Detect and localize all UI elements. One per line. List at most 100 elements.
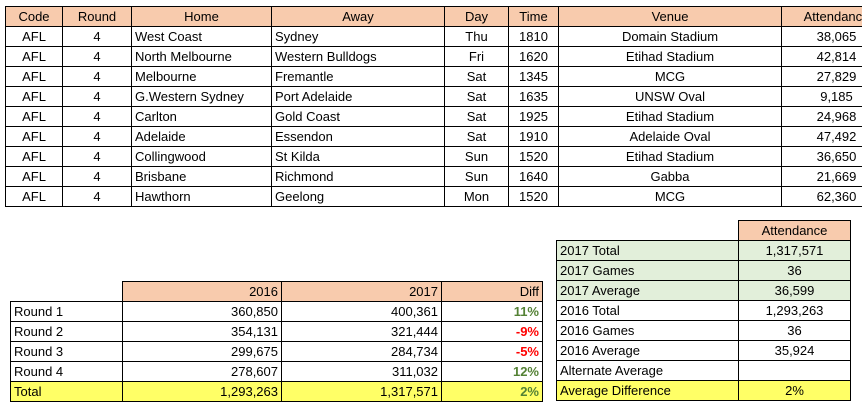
round-2016[interactable]: 354,131 xyxy=(122,321,282,342)
round-label[interactable]: Round 3 xyxy=(10,341,123,362)
round-diff[interactable]: -9% xyxy=(441,321,543,342)
cell-code[interactable]: AFL xyxy=(5,126,63,147)
cell-home[interactable]: Melbourne xyxy=(131,66,272,87)
summary-value[interactable]: 36,599 xyxy=(738,280,851,301)
cell-venue[interactable]: MCG xyxy=(558,186,782,207)
cell-venue[interactable]: Etihad Stadium xyxy=(558,106,782,127)
round-label[interactable]: Round 4 xyxy=(10,361,123,382)
cell-time[interactable]: 1620 xyxy=(508,46,559,67)
cell-time[interactable]: 1910 xyxy=(508,126,559,147)
cell-home[interactable]: West Coast xyxy=(131,26,272,47)
cell-away[interactable]: Geelong xyxy=(271,186,445,207)
cell-code[interactable]: AFL xyxy=(5,86,63,107)
summary-label[interactable]: Alternate Average xyxy=(556,360,739,381)
cell-day[interactable]: Sun xyxy=(444,166,509,187)
cell-away[interactable]: Gold Coast xyxy=(271,106,445,127)
summary-value[interactable]: 2% xyxy=(738,380,851,401)
round-2016[interactable]: 360,850 xyxy=(122,301,282,322)
round-2016[interactable]: 299,675 xyxy=(122,341,282,362)
round-2017[interactable]: 400,361 xyxy=(281,301,442,322)
cell-venue[interactable]: UNSW Oval xyxy=(558,86,782,107)
round-2016[interactable]: 278,607 xyxy=(122,361,282,382)
cell-code[interactable]: AFL xyxy=(5,106,63,127)
cell-day[interactable]: Sat xyxy=(444,126,509,147)
cell-time[interactable]: 1520 xyxy=(508,186,559,207)
summary-label[interactable]: 2016 Games xyxy=(556,320,739,341)
summary-value[interactable]: 36 xyxy=(738,260,851,281)
cell-attendance[interactable]: 27,829 xyxy=(781,66,862,87)
cell-away[interactable]: Sydney xyxy=(271,26,445,47)
cell-attendance[interactable]: 38,065 xyxy=(781,26,862,47)
cell-attendance[interactable]: 62,360 xyxy=(781,186,862,207)
cell-venue[interactable]: Etihad Stadium xyxy=(558,46,782,67)
summary-value[interactable]: 1,317,571 xyxy=(738,240,851,261)
cell-code[interactable]: AFL xyxy=(5,46,63,67)
summary-value[interactable] xyxy=(738,360,851,381)
summary-value[interactable]: 36 xyxy=(738,320,851,341)
cell-venue[interactable]: Etihad Stadium xyxy=(558,146,782,167)
total-label[interactable]: Total xyxy=(10,381,123,402)
cell-attendance[interactable]: 24,968 xyxy=(781,106,862,127)
cell-round[interactable]: 4 xyxy=(62,66,132,87)
summary-value[interactable]: 1,293,263 xyxy=(738,300,851,321)
summary-label[interactable]: 2017 Total xyxy=(556,240,739,261)
cell-venue[interactable]: Domain Stadium xyxy=(558,26,782,47)
cell-day[interactable]: Mon xyxy=(444,186,509,207)
round-diff[interactable]: 11% xyxy=(441,301,543,322)
round-2017[interactable]: 321,444 xyxy=(281,321,442,342)
cell-code[interactable]: AFL xyxy=(5,186,63,207)
cell-home[interactable]: Brisbane xyxy=(131,166,272,187)
cell-code[interactable]: AFL xyxy=(5,26,63,47)
cell-day[interactable]: Fri xyxy=(444,46,509,67)
cell-day[interactable]: Sat xyxy=(444,86,509,107)
cell-home[interactable]: Adelaide xyxy=(131,126,272,147)
cell-day[interactable]: Sun xyxy=(444,146,509,167)
summary-label[interactable]: 2016 Total xyxy=(556,300,739,321)
round-2017[interactable]: 311,032 xyxy=(281,361,442,382)
total-2017[interactable]: 1,317,571 xyxy=(281,381,442,402)
cell-home[interactable]: Hawthorn xyxy=(131,186,272,207)
cell-home[interactable]: Carlton xyxy=(131,106,272,127)
cell-round[interactable]: 4 xyxy=(62,86,132,107)
cell-round[interactable]: 4 xyxy=(62,126,132,147)
cell-attendance[interactable]: 42,814 xyxy=(781,46,862,67)
cell-home[interactable]: North Melbourne xyxy=(131,46,272,67)
cell-away[interactable]: Essendon xyxy=(271,126,445,147)
summary-label[interactable]: 2017 Average xyxy=(556,280,739,301)
cell-attendance[interactable]: 21,669 xyxy=(781,166,862,187)
cell-code[interactable]: AFL xyxy=(5,146,63,167)
cell-day[interactable]: Sat xyxy=(444,66,509,87)
cell-round[interactable]: 4 xyxy=(62,166,132,187)
cell-home[interactable]: Collingwood xyxy=(131,146,272,167)
cell-away[interactable]: Port Adelaide xyxy=(271,86,445,107)
cell-day[interactable]: Thu xyxy=(444,26,509,47)
cell-round[interactable]: 4 xyxy=(62,26,132,47)
round-label[interactable]: Round 1 xyxy=(10,301,123,322)
round-label[interactable]: Round 2 xyxy=(10,321,123,342)
cell-home[interactable]: G.Western Sydney xyxy=(131,86,272,107)
cell-round[interactable]: 4 xyxy=(62,186,132,207)
summary-label[interactable]: 2017 Games xyxy=(556,260,739,281)
cell-time[interactable]: 1520 xyxy=(508,146,559,167)
cell-code[interactable]: AFL xyxy=(5,166,63,187)
cell-code[interactable]: AFL xyxy=(5,66,63,87)
cell-time[interactable]: 1810 xyxy=(508,26,559,47)
cell-day[interactable]: Sat xyxy=(444,106,509,127)
round-diff[interactable]: 12% xyxy=(441,361,543,382)
cell-time[interactable]: 1925 xyxy=(508,106,559,127)
cell-time[interactable]: 1635 xyxy=(508,86,559,107)
cell-attendance[interactable]: 47,492 xyxy=(781,126,862,147)
cell-away[interactable]: Richmond xyxy=(271,166,445,187)
cell-attendance[interactable]: 36,650 xyxy=(781,146,862,167)
cell-time[interactable]: 1345 xyxy=(508,66,559,87)
round-diff[interactable]: -5% xyxy=(441,341,543,362)
cell-venue[interactable]: MCG xyxy=(558,66,782,87)
summary-label[interactable]: 2016 Average xyxy=(556,340,739,361)
cell-round[interactable]: 4 xyxy=(62,146,132,167)
summary-label[interactable]: Average Difference xyxy=(556,380,739,401)
cell-away[interactable]: Fremantle xyxy=(271,66,445,87)
cell-away[interactable]: St Kilda xyxy=(271,146,445,167)
cell-venue[interactable]: Gabba xyxy=(558,166,782,187)
round-2017[interactable]: 284,734 xyxy=(281,341,442,362)
cell-round[interactable]: 4 xyxy=(62,46,132,67)
